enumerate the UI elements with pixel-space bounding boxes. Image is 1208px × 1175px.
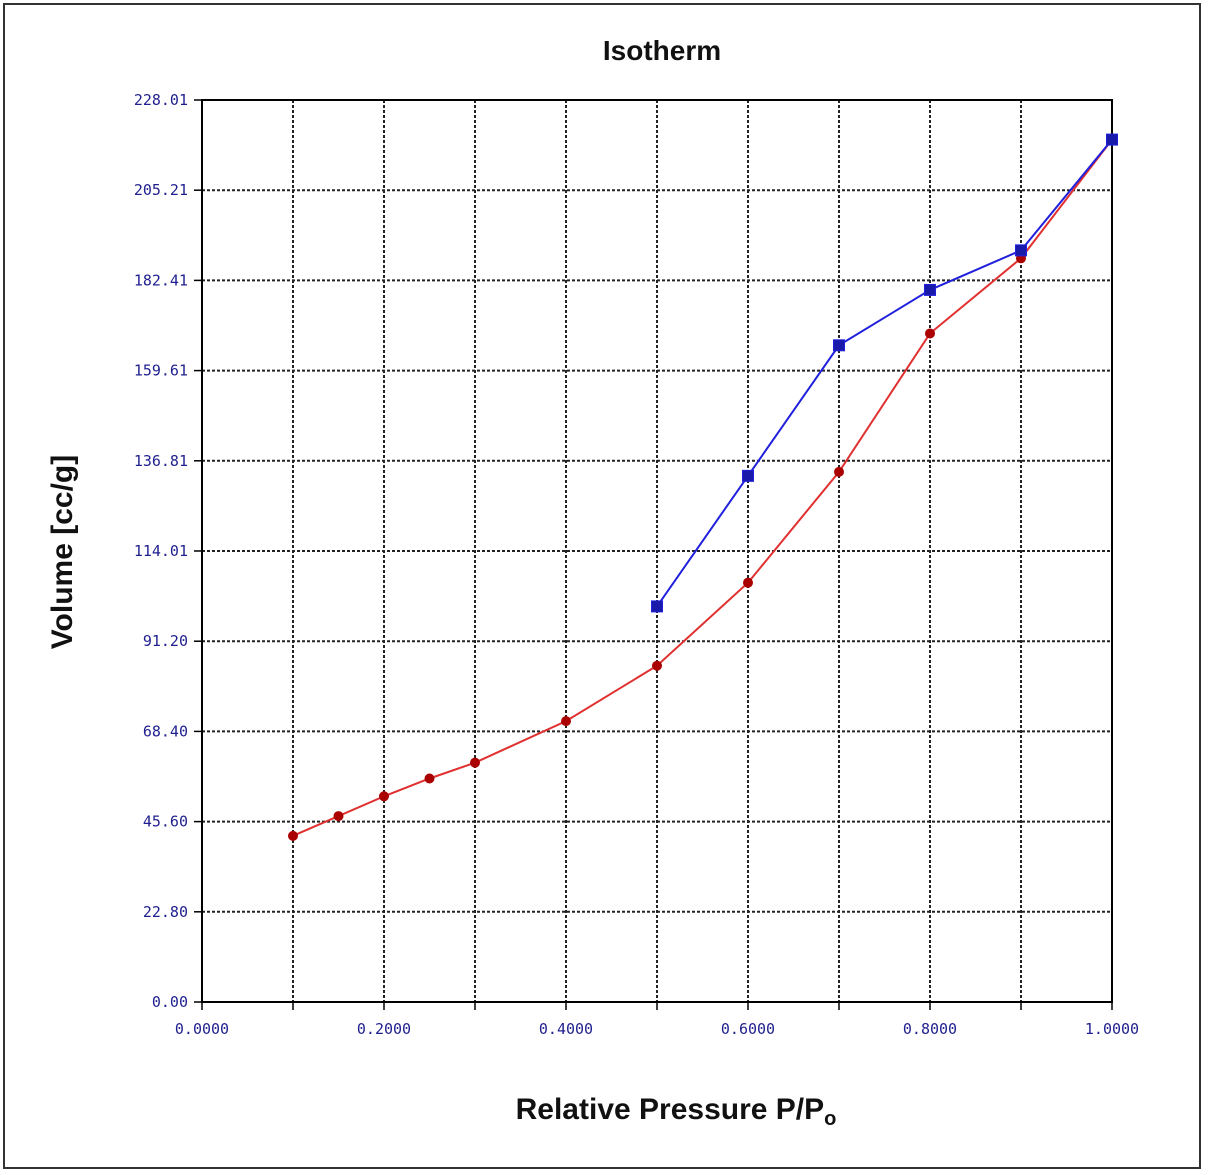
y-tick-label: 136.81 [134,452,188,470]
series-2-point [742,469,754,482]
y-tick-label: 22.80 [143,903,188,921]
x-tick-label: 1.0000 [1085,1020,1139,1038]
series-line-1 [292,138,1113,837]
series-2-point [924,283,936,296]
y-tick-label: 0.00 [152,993,188,1011]
series-1-point [652,660,662,671]
series-layer [288,133,1118,841]
y-tick-label: 228.01 [134,91,188,109]
grid [202,100,1112,1002]
x-tick-label: 0.2000 [357,1020,411,1038]
series-1-point [288,830,298,841]
series-1-point [743,577,753,588]
y-axis-title: Volume [cc/g] [46,455,79,649]
x-axis-ticks: 0.0000 0.2000 0.4000 0.6000 0.8000 1.0000 [175,1002,1139,1038]
x-axis-title: Relative Pressure P/Po [516,1093,837,1130]
x-tick-label: 0.8000 [903,1020,957,1038]
y-tick-label: 114.01 [134,542,188,560]
series-line-2 [656,138,1113,607]
series-1-point [379,791,389,802]
y-tick-label: 91.20 [143,632,188,650]
x-tick-label: 0.6000 [721,1020,775,1038]
series-1-point [470,757,480,768]
series-2-point [1106,133,1118,146]
y-tick-label: 45.60 [143,813,188,831]
x-tick-label: 0.4000 [539,1020,593,1038]
y-tick-label: 205.21 [134,181,188,199]
series-2-point [833,339,845,352]
y-tick-label: 159.61 [134,362,188,380]
series-1-point [333,811,344,822]
y-axis-ticks: 0.00 22.80 45.60 68.40 91.20 114.01 136.81 159.… [134,91,202,1011]
series-1-point [925,328,935,339]
series-2-point [651,600,663,613]
y-tick-label: 182.41 [134,271,188,289]
series-1-point [834,466,844,477]
series-1-point [561,716,571,727]
y-tick-label: 68.40 [143,722,188,740]
x-axis-title-main: Relative Pressure P/P [516,1093,825,1126]
chart-title: Isotherm [603,35,721,66]
series-1-point [424,773,435,784]
x-axis-title-subscript: o [824,1108,836,1130]
x-tick-label: 0.0000 [175,1020,229,1038]
series-2-point [1015,244,1027,257]
